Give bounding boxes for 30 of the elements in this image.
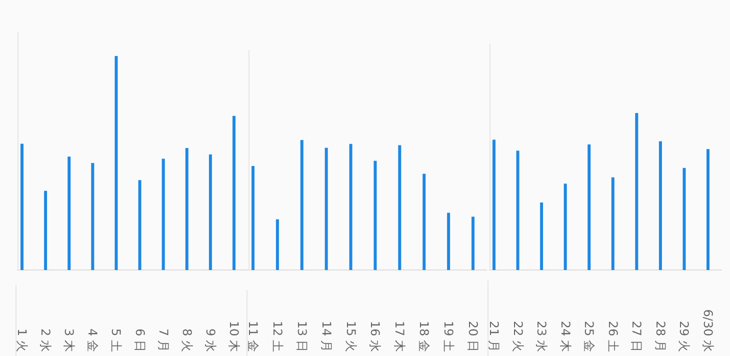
- x-tick-label: 28 月: [653, 320, 668, 352]
- x-tick-label: 6/30 水: [701, 309, 715, 352]
- x-tick-label: 14 月: [319, 320, 334, 352]
- x-tick-label: 10 木: [227, 320, 241, 352]
- x-tick-label: 27 日: [630, 320, 644, 352]
- x-tick-label: 22 火: [510, 320, 525, 352]
- x-tick-label: 6 日: [132, 328, 147, 352]
- x-tick-label: 9 水: [203, 328, 218, 352]
- x-tick-label: 3 木: [62, 328, 76, 352]
- x-tick-label: 8 火: [180, 328, 194, 352]
- x-tick-label: 24 木: [558, 320, 572, 352]
- x-tick-label: 13 日: [294, 320, 309, 352]
- x-tick-label: 2 水: [38, 328, 53, 352]
- x-tick-label: 26 土: [606, 320, 620, 352]
- x-tick-label: 29 火: [677, 320, 692, 352]
- x-tick-label: 4 金: [86, 328, 100, 352]
- x-tick-label: 7 月: [156, 328, 170, 352]
- x-tick-label: 15 火: [344, 320, 358, 352]
- x-tick-label: 1 火: [15, 328, 29, 352]
- x-tick-label: 21 月: [487, 320, 501, 352]
- x-tick-label: 16 水: [368, 320, 382, 352]
- x-tick-label: 19 土: [442, 320, 456, 352]
- x-tick-label: 23 水: [534, 320, 549, 352]
- x-tick-label: 5 土: [109, 328, 124, 352]
- x-tick-label: 12 土: [270, 320, 284, 352]
- x-tick-label: 18 金: [417, 320, 432, 352]
- x-tick-label: 11 金: [246, 320, 260, 352]
- x-tick-label: 20 日: [466, 320, 480, 352]
- x-tick-label: 17 木: [392, 320, 407, 352]
- x-tick-label: 25 金: [582, 320, 596, 352]
